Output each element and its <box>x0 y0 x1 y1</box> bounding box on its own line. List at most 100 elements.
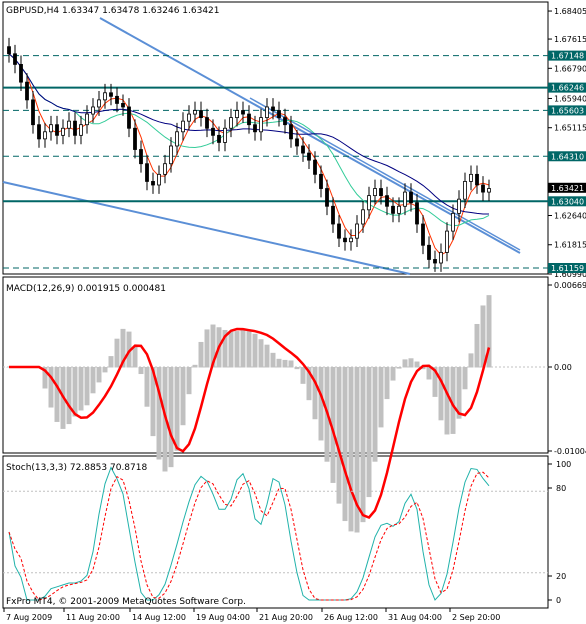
macd-hist-bar <box>72 367 78 417</box>
x-tick-label: 26 Aug 12:00 <box>324 613 378 622</box>
macd-label: MACD(12,26,9) 0.001915 0.000481 <box>6 284 166 294</box>
candle-body <box>277 110 281 119</box>
candle-body <box>223 127 227 143</box>
macd-tick-label: 0.00669 <box>554 281 586 290</box>
macd-hist-bar <box>78 367 84 411</box>
trendline-mid <box>249 97 521 251</box>
candle-body <box>19 64 23 83</box>
candle-body <box>199 110 203 119</box>
macd-hist-bar <box>396 367 402 369</box>
price-level-tag <box>548 105 586 116</box>
current-price-tag-text: 1.63421 <box>551 184 584 193</box>
macd-hist-bar <box>48 367 54 408</box>
macd-layer <box>3 295 548 533</box>
candle-body <box>55 124 59 136</box>
trendline-lower <box>2 181 411 275</box>
candle-body <box>109 92 113 97</box>
macd-hist-bar <box>168 367 174 468</box>
macd-hist-bar <box>204 329 210 368</box>
candle-body <box>97 99 101 108</box>
macd-hist-bar <box>282 359 288 368</box>
macd-hist-bar <box>474 323 480 368</box>
macd-hist-bar <box>240 329 246 368</box>
macd-hist-bar <box>192 364 198 368</box>
macd-hist-bar <box>150 367 156 437</box>
macd-hist-bar <box>300 367 306 384</box>
candle-body <box>121 103 125 108</box>
candle-body <box>211 127 215 136</box>
macd-hist-bar <box>426 367 432 380</box>
macd-hist-bar <box>276 358 282 368</box>
macd-hist-bar <box>444 367 450 435</box>
symbol-label: GBPUSD,H4 1.63347 1.63478 1.63246 1.6342… <box>6 6 220 16</box>
macd-hist-bar <box>66 367 72 425</box>
macd-hist-bar <box>348 367 354 532</box>
candle-body <box>13 53 17 65</box>
candle-body <box>481 184 485 193</box>
macd-hist-bar <box>480 305 486 368</box>
candle-body <box>73 120 77 136</box>
macd-tick-label: 0.00 <box>554 363 572 372</box>
copyright-text: FxPro MT4, © 2001-2009 MetaQuotes Softwa… <box>6 597 246 607</box>
candle-body <box>331 205 335 225</box>
candle-body <box>319 173 323 189</box>
macd-hist-bar <box>222 329 228 368</box>
candle-body <box>451 212 455 232</box>
candle-body <box>181 120 185 133</box>
macd-hist-bar <box>336 367 342 504</box>
stoch-label: Stoch(13,3,3) 72.8853 70.8718 <box>6 463 147 473</box>
candle-body <box>145 163 149 182</box>
candle-body <box>397 205 401 214</box>
candle-body <box>337 223 341 239</box>
candle-body <box>127 106 131 129</box>
macd-hist-bar <box>306 367 312 401</box>
macd-hist-bar <box>342 367 348 522</box>
candle-body <box>421 223 425 246</box>
macd-hist-bar <box>450 367 456 434</box>
price-level-tag <box>548 50 586 61</box>
candle-body <box>115 95 119 104</box>
candle-body <box>175 131 179 147</box>
trendline-upper <box>99 17 521 254</box>
macd-hist-bar <box>198 341 204 368</box>
price-level-tag-text: 1.64310 <box>551 152 584 161</box>
macd-hist-bar <box>366 367 372 498</box>
candle-body <box>373 188 377 197</box>
macd-hist-bar <box>108 356 114 368</box>
price-level-tag <box>548 82 586 93</box>
candle-body <box>241 110 245 115</box>
x-tick-label: 21 Aug 20:00 <box>259 613 313 622</box>
stoch-panel-frame <box>2 455 549 609</box>
candle-body <box>457 198 461 214</box>
candle-body <box>289 124 293 140</box>
price-tick-label: 1.60990 <box>554 270 586 279</box>
candle-body <box>247 113 251 126</box>
macd-hist-bar <box>258 339 264 368</box>
x-tick-label: 31 Aug 04:00 <box>388 613 442 622</box>
macd-hist-bar <box>144 367 150 407</box>
candle-body <box>79 124 83 136</box>
macd-hist-bar <box>408 358 414 368</box>
macd-hist-bar <box>114 338 120 368</box>
candle-body <box>187 113 191 122</box>
candle-body <box>427 244 431 260</box>
candle-body <box>259 117 263 133</box>
candle-body <box>283 117 287 126</box>
stoch-tick-label: 80 <box>556 484 566 493</box>
macd-hist-bar <box>42 367 48 389</box>
candle-body <box>367 195 371 211</box>
macd-hist-bar <box>234 331 240 368</box>
macd-hist-bar <box>468 353 474 368</box>
macd-hist-bar <box>270 352 276 368</box>
macd-hist-bar <box>180 367 186 426</box>
candle-body <box>25 81 29 101</box>
candle-body <box>235 110 239 119</box>
stoch-layer <box>3 466 548 601</box>
candle-body <box>265 106 269 119</box>
price-tick-label: 1.61815 <box>554 241 586 250</box>
price-tick-label: 1.68405 <box>554 7 586 16</box>
candle-body <box>205 117 209 129</box>
price-level-tag <box>548 263 586 274</box>
macd-hist-bar <box>390 367 396 381</box>
